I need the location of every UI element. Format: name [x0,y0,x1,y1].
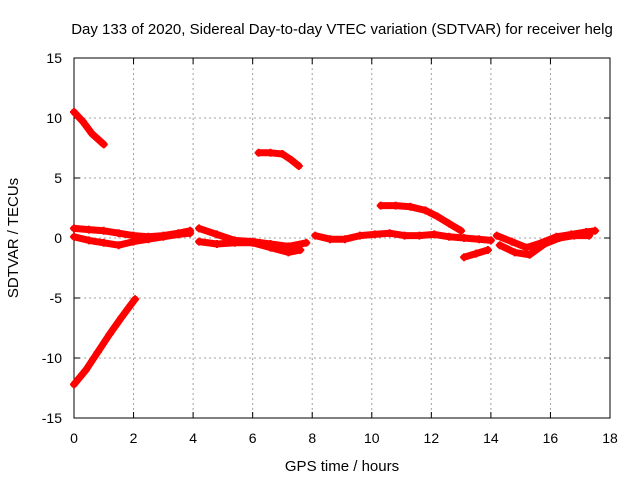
data-point [510,248,519,257]
data-point [84,225,93,234]
data-point [99,226,108,235]
data-point [474,235,483,244]
y-tick-label: 5 [54,170,62,186]
data-point [376,201,385,210]
data-point [278,150,287,158]
data-point [129,237,138,246]
data-point [99,140,108,149]
data-point [483,246,492,254]
data-point [492,231,501,240]
data-point [355,231,364,240]
data-point [525,250,534,259]
data-point [340,235,349,244]
chart-title: Day 133 of 2020, Sidereal Day-to-day VTE… [71,21,613,38]
data-point [302,238,311,247]
data-series [70,108,600,389]
data-point [370,230,379,239]
data-point [486,236,495,245]
data-point [159,232,168,241]
data-point [591,226,600,235]
y-tick-label: 0 [54,230,62,246]
data-point [570,231,579,240]
data-point [93,348,102,356]
data-point [105,330,114,338]
x-tick-label: 14 [483,430,499,446]
data-point [400,231,409,240]
data-point [540,240,549,248]
data-point [144,235,153,244]
data-point [457,226,466,235]
data-point [555,234,564,242]
data-point [87,129,96,138]
data-point [117,313,126,322]
data-point [296,246,305,254]
y-axis-label: SDTVAR / TECUs [5,178,22,298]
data-point [195,224,204,233]
x-tick-label: 2 [130,430,138,446]
axis-ticks: 0 2 4 6 8 10 12 14 16 18 -15 -10 -5 0 5 10 15 [42,50,618,446]
data-point [81,366,90,374]
x-tick-label: 4 [189,430,197,446]
x-tick-label: 12 [424,430,440,446]
y-tick-label: -15 [42,410,62,426]
data-point [84,236,93,245]
data-point [114,241,123,250]
data-point [326,235,335,244]
data-point [70,380,78,389]
data-point [114,229,123,238]
data-point [70,232,78,241]
data-point [507,237,516,246]
data-point [391,201,400,210]
data-point [585,231,594,240]
data-point [460,253,469,262]
data-point [421,206,430,215]
data-point [495,241,504,250]
data-point [294,162,303,170]
data-point [472,249,480,258]
x-axis-label: GPS time / hours [285,458,399,475]
data-point [284,248,293,257]
data-point [460,234,469,242]
data-point [99,238,108,247]
data-point [445,232,454,241]
data-point [186,229,195,238]
series-line-arc-a [70,108,108,148]
data-point [78,117,87,126]
data-point [70,108,78,116]
x-tick-label: 8 [308,430,316,446]
data-point [433,212,442,221]
data-point [266,243,275,252]
y-tick-label: 10 [46,110,62,126]
x-tick-label: 18 [602,430,618,446]
data-point [385,229,394,238]
series-line-arc-b [70,295,139,388]
data-point [430,230,439,239]
data-point [174,230,183,239]
data-point [522,243,531,252]
data-point [230,238,239,247]
data-point [287,156,296,164]
data-point [406,202,415,211]
y-tick-label: -10 [42,350,62,366]
data-point [70,224,78,233]
data-point [248,238,257,247]
data-point [445,219,454,228]
x-tick-label: 16 [543,430,559,446]
data-point [212,240,221,248]
y-tick-label: -5 [50,290,63,306]
x-tick-label: 0 [70,430,78,446]
data-point [311,231,320,240]
data-point [266,148,275,157]
data-point [195,237,204,246]
x-tick-label: 10 [364,430,380,446]
data-point [415,231,424,240]
data-point [212,230,221,239]
data-point [131,295,140,304]
x-tick-label: 6 [249,430,257,446]
y-tick-label: 15 [46,50,62,66]
data-point [254,148,263,157]
